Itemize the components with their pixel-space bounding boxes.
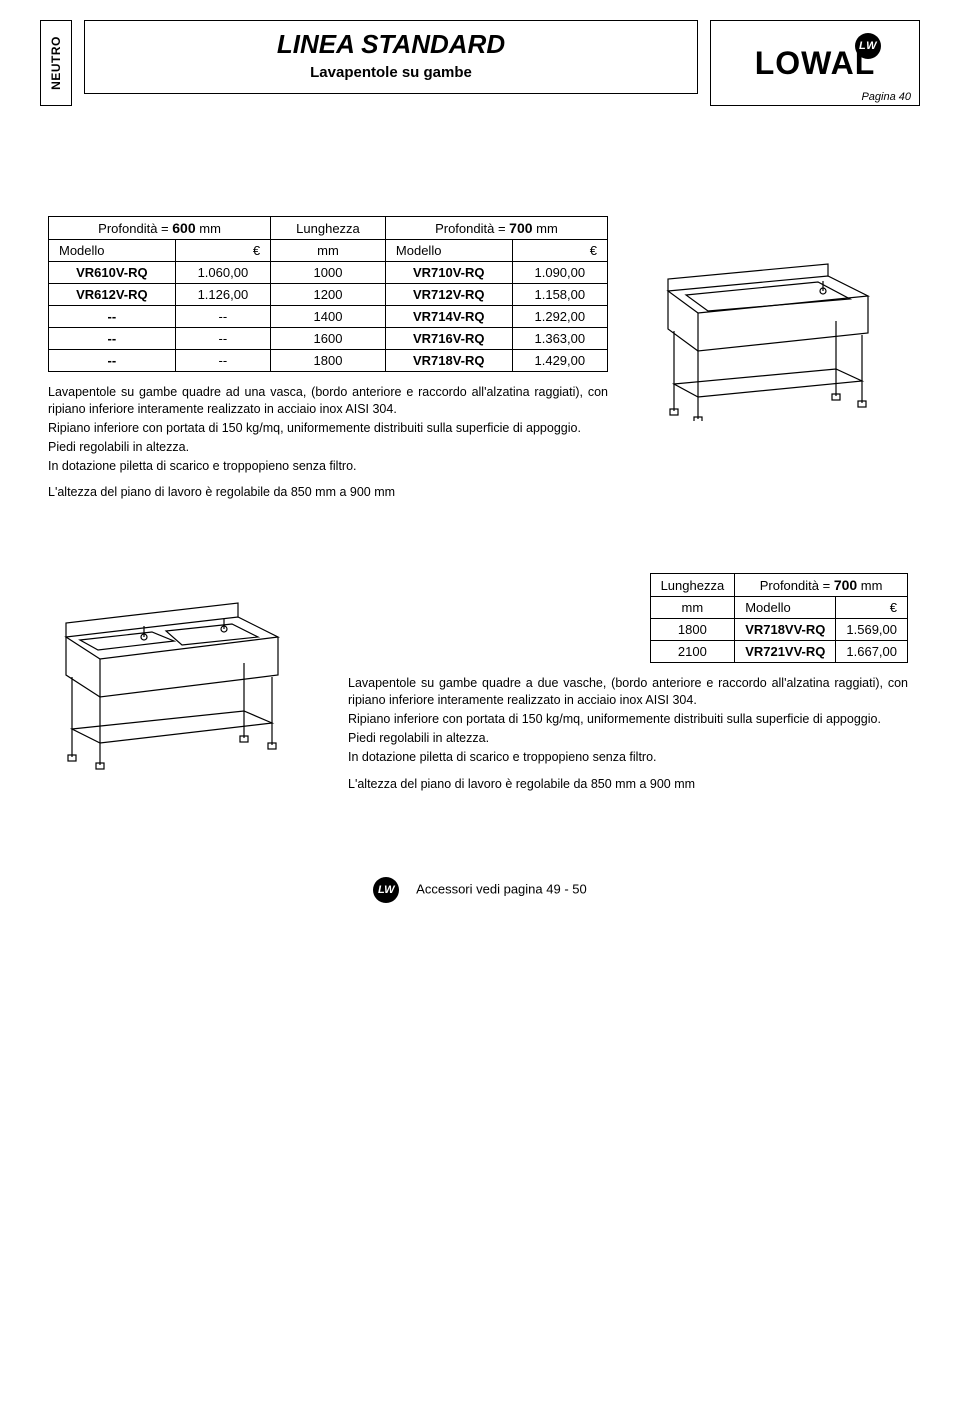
cell-price: 1.292,00	[512, 306, 607, 328]
title-box: LINEA STANDARD Lavapentole su gambe	[84, 20, 698, 94]
t2-hdr-len: Lunghezza	[650, 574, 735, 597]
cell-modello: VR714V-RQ	[385, 306, 512, 328]
table-row: VR610V-RQ1.060,001000VR710V-RQ1.090,00	[49, 262, 608, 284]
neutro-label: NEUTRO	[49, 36, 63, 90]
desc2-l4: In dotazione piletta di scarico e troppo…	[348, 749, 908, 766]
desc1-l1: Lavapentole su gambe quadre ad una vasca…	[48, 384, 608, 418]
desc1-l5: L'altezza del piano di lavoro è regolabi…	[48, 484, 608, 501]
cell-length: 1800	[271, 350, 386, 372]
cell-length: 1000	[271, 262, 386, 284]
section2-right: Lunghezza Profondità = 700 mm mm Modello…	[348, 573, 908, 794]
title-main: LINEA STANDARD	[85, 29, 697, 60]
description-2: Lavapentole su gambe quadre a due vasche…	[348, 675, 908, 792]
cell-price: 1.090,00	[512, 262, 607, 284]
section1-left: Profondità = 600 mm Lunghezza Profondità…	[48, 216, 608, 503]
description-1: Lavapentole su gambe quadre ad una vasca…	[48, 384, 608, 501]
cell-price: 1.569,00	[836, 619, 908, 641]
t2-col-modello: Modello	[735, 597, 836, 619]
cell-modello: --	[49, 328, 176, 350]
t2-hdr-depth: Profondità = 700 mm	[735, 574, 908, 597]
pricing-table-1: Profondità = 600 mm Lunghezza Profondità…	[48, 216, 608, 372]
table-row: ----1600VR716V-RQ1.363,00	[49, 328, 608, 350]
section-double-sink: Lunghezza Profondità = 700 mm mm Modello…	[40, 573, 920, 794]
desc2-l3: Piedi regolabili in altezza.	[348, 730, 908, 747]
t1-hdr-depth600: Profondità = 600 mm	[49, 217, 271, 240]
t1-col-modello-l: Modello	[49, 240, 176, 262]
cell-modello: --	[49, 306, 176, 328]
t1-col-mm: mm	[271, 240, 386, 262]
cell-length: 1800	[650, 619, 735, 641]
section-single-sink: Profondità = 600 mm Lunghezza Profondità…	[40, 216, 920, 503]
cell-modello: VR710V-RQ	[385, 262, 512, 284]
cell-modello: VR610V-RQ	[49, 262, 176, 284]
page-footer: LW Accessori vedi pagina 49 - 50	[0, 877, 960, 903]
cell-length: 1200	[271, 284, 386, 306]
cell-modello: VR716V-RQ	[385, 328, 512, 350]
t2-col-mm: mm	[650, 597, 735, 619]
cell-modello: VR718V-RQ	[385, 350, 512, 372]
cell-price: 1.158,00	[512, 284, 607, 306]
table-row: ----1800VR718V-RQ1.429,00	[49, 350, 608, 372]
desc2-l2: Ripiano inferiore con portata di 150 kg/…	[348, 711, 908, 728]
t1-col-modello-r: Modello	[385, 240, 512, 262]
cell-price: --	[175, 350, 270, 372]
table-row: VR612V-RQ1.126,001200VR712V-RQ1.158,00	[49, 284, 608, 306]
cell-length: 2100	[650, 641, 735, 663]
cell-length: 1400	[271, 306, 386, 328]
desc2-l1: Lavapentole su gambe quadre a due vasche…	[348, 675, 908, 709]
cell-modello: --	[49, 350, 176, 372]
page-header: NEUTRO LINEA STANDARD Lavapentole su gam…	[40, 20, 920, 106]
desc1-l2: Ripiano inferiore con portata di 150 kg/…	[48, 420, 608, 437]
table-row: ----1400VR714V-RQ1.292,00	[49, 306, 608, 328]
sink-single-icon	[648, 251, 878, 421]
logo-text: LOWAL LW	[755, 45, 876, 82]
cell-length: 1600	[271, 328, 386, 350]
cell-modello: VR721VV-RQ	[735, 641, 836, 663]
t1-col-euro-r: €	[512, 240, 607, 262]
sink-double-icon	[48, 595, 288, 770]
double-sink-illustration	[48, 573, 308, 794]
t1-col-euro-l: €	[175, 240, 270, 262]
cell-price: 1.060,00	[175, 262, 270, 284]
logo-badge-icon: LW	[855, 33, 881, 59]
neutro-box: NEUTRO	[40, 20, 72, 106]
desc1-l4: In dotazione piletta di scarico e troppo…	[48, 458, 608, 475]
cell-modello: VR712V-RQ	[385, 284, 512, 306]
cell-price: --	[175, 306, 270, 328]
t2-col-euro: €	[836, 597, 908, 619]
pricing-table-2: Lunghezza Profondità = 700 mm mm Modello…	[650, 573, 908, 663]
cell-price: --	[175, 328, 270, 350]
cell-modello: VR612V-RQ	[49, 284, 176, 306]
footer-badge-icon: LW	[373, 877, 399, 903]
logo-box: LOWAL LW Pagina 40	[710, 20, 920, 106]
single-sink-illustration	[648, 216, 908, 503]
desc2-l5: L'altezza del piano di lavoro è regolabi…	[348, 776, 908, 793]
cell-price: 1.429,00	[512, 350, 607, 372]
cell-modello: VR718VV-RQ	[735, 619, 836, 641]
desc1-l3: Piedi regolabili in altezza.	[48, 439, 608, 456]
footer-text: Accessori vedi pagina 49 - 50	[416, 881, 587, 896]
t1-hdr-depth700: Profondità = 700 mm	[385, 217, 607, 240]
table-row: 1800VR718VV-RQ1.569,00	[650, 619, 907, 641]
cell-price: 1.667,00	[836, 641, 908, 663]
cell-price: 1.126,00	[175, 284, 270, 306]
title-sub: Lavapentole su gambe	[85, 64, 697, 81]
page-number: Pagina 40	[861, 91, 911, 103]
t1-hdr-length: Lunghezza	[271, 217, 386, 240]
cell-price: 1.363,00	[512, 328, 607, 350]
table-row: 2100VR721VV-RQ1.667,00	[650, 641, 907, 663]
